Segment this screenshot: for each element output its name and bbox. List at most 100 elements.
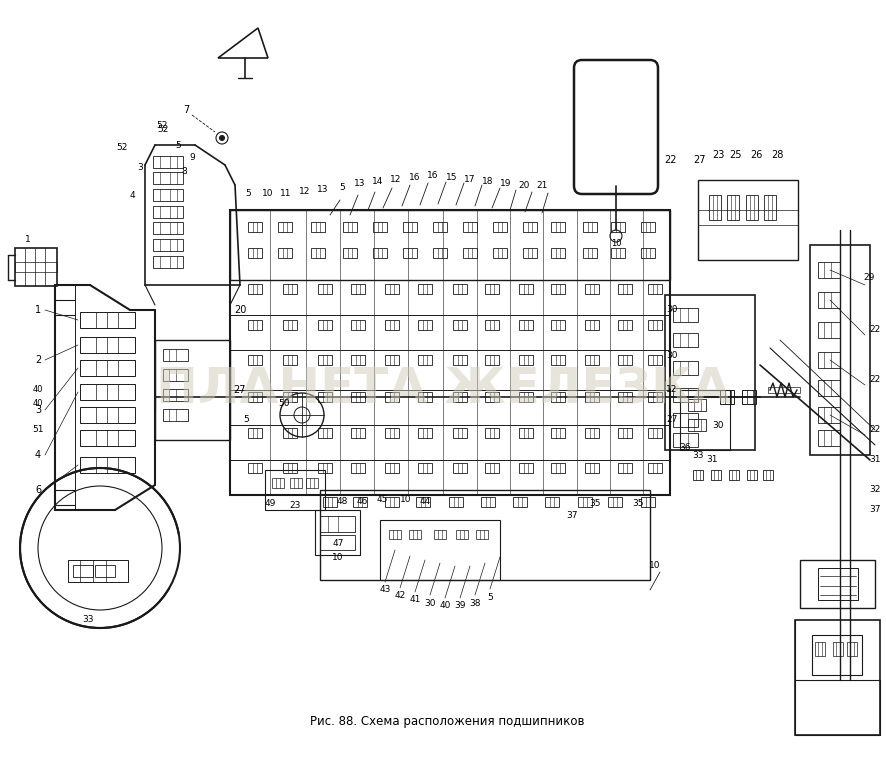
Bar: [318, 428, 331, 438]
Bar: [550, 222, 564, 232]
Bar: [550, 284, 564, 294]
Bar: [453, 355, 466, 365]
Bar: [455, 530, 468, 539]
Bar: [817, 430, 839, 446]
Text: 10: 10: [332, 553, 344, 562]
Text: 51: 51: [32, 425, 43, 435]
Bar: [15, 262, 57, 272]
Text: 5: 5: [486, 593, 493, 602]
Bar: [417, 284, 431, 294]
Bar: [311, 248, 324, 258]
Bar: [320, 490, 649, 580]
Bar: [351, 320, 364, 330]
Bar: [641, 248, 654, 258]
Bar: [648, 392, 661, 402]
Bar: [817, 407, 839, 423]
Bar: [846, 642, 856, 656]
Text: 46: 46: [356, 497, 368, 506]
Bar: [746, 470, 756, 480]
Bar: [432, 248, 447, 258]
Bar: [80, 384, 135, 400]
Bar: [453, 392, 466, 402]
Text: 22: 22: [868, 326, 880, 335]
Text: 30: 30: [665, 350, 677, 360]
Text: 10: 10: [649, 560, 660, 569]
Text: 11: 11: [280, 188, 291, 198]
Bar: [672, 361, 697, 375]
Bar: [485, 355, 499, 365]
Text: 2: 2: [35, 355, 41, 365]
Bar: [523, 248, 536, 258]
Bar: [385, 497, 399, 507]
Text: 12: 12: [299, 188, 310, 197]
Bar: [417, 463, 431, 473]
Bar: [708, 195, 720, 220]
Text: 15: 15: [446, 173, 457, 182]
Text: 40: 40: [33, 385, 43, 394]
Text: 22: 22: [868, 425, 880, 435]
Bar: [272, 478, 284, 488]
Bar: [373, 248, 386, 258]
Bar: [607, 497, 621, 507]
Bar: [152, 256, 183, 268]
Bar: [518, 284, 532, 294]
Text: 27: 27: [234, 385, 246, 395]
Bar: [550, 463, 564, 473]
Text: 16: 16: [408, 173, 420, 182]
Bar: [618, 428, 632, 438]
Bar: [152, 222, 183, 234]
Text: 10: 10: [400, 496, 411, 504]
Bar: [618, 392, 632, 402]
Bar: [248, 392, 261, 402]
Text: 21: 21: [536, 182, 547, 191]
Bar: [799, 560, 874, 608]
Bar: [518, 392, 532, 402]
Bar: [688, 399, 705, 411]
Text: 48: 48: [336, 497, 347, 506]
Text: 50: 50: [278, 398, 290, 407]
Bar: [248, 248, 261, 258]
Bar: [402, 222, 416, 232]
Bar: [163, 369, 188, 381]
Bar: [763, 195, 775, 220]
Text: 52: 52: [157, 124, 168, 133]
Bar: [762, 470, 772, 480]
Bar: [315, 510, 360, 555]
Bar: [523, 222, 536, 232]
Bar: [672, 308, 697, 322]
Bar: [417, 428, 431, 438]
Text: 7: 7: [183, 105, 189, 115]
Bar: [402, 248, 416, 258]
Bar: [73, 565, 93, 577]
Bar: [641, 222, 654, 232]
Text: 16: 16: [427, 172, 439, 180]
Bar: [550, 320, 564, 330]
Text: 22: 22: [868, 375, 880, 385]
Circle shape: [219, 136, 224, 141]
Bar: [453, 320, 466, 330]
Text: 25: 25: [729, 150, 742, 160]
Bar: [485, 284, 499, 294]
Bar: [152, 206, 183, 218]
Bar: [318, 392, 331, 402]
Bar: [248, 222, 261, 232]
Text: 31: 31: [705, 456, 717, 465]
Text: 1: 1: [35, 305, 41, 315]
Bar: [518, 355, 532, 365]
Text: 4: 4: [35, 450, 41, 460]
Bar: [80, 312, 135, 328]
Bar: [648, 355, 661, 365]
Bar: [544, 497, 558, 507]
Bar: [485, 392, 499, 402]
Bar: [311, 222, 324, 232]
Bar: [550, 428, 564, 438]
Bar: [229, 210, 669, 280]
Bar: [817, 352, 839, 368]
Bar: [518, 320, 532, 330]
Bar: [453, 284, 466, 294]
Text: 37: 37: [565, 512, 577, 521]
Text: 27: 27: [665, 416, 677, 425]
Text: 10: 10: [262, 188, 274, 198]
Bar: [373, 222, 386, 232]
Bar: [277, 248, 291, 258]
